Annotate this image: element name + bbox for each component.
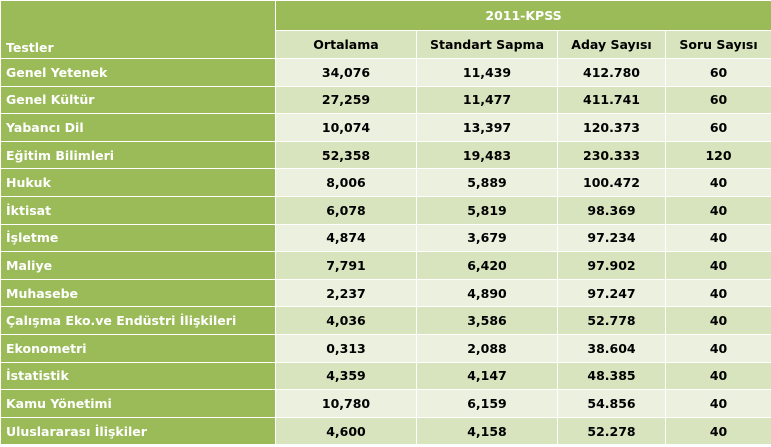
row-label: İşletme [0,223,276,253]
row-label: Hukuk [0,168,276,197]
ortalama-cell: 52,358 [275,140,417,170]
ortalama-cell: 10,074 [275,113,417,142]
standart-sapma-cell: 4,890 [416,278,558,308]
table-row: Uluslararası İlişkiler 4,600 4,158 52.278 40 [0,416,771,446]
ortalama-cell: 4,600 [275,416,417,446]
ortalama-cell: 4,036 [275,306,417,335]
aday-sayisi-cell: 97.234 [557,223,666,253]
table-row: Genel Kültür 27,259 11,477 411.741 60 [0,85,771,115]
soru-sayisi-cell: 40 [664,223,771,253]
soru-sayisi-cell: 40 [664,278,771,308]
row-label: Maliye [0,251,276,280]
standart-sapma-cell: 11,477 [416,85,558,115]
standart-sapma-cell: 3,586 [416,306,558,335]
aday-sayisi-cell: 38.604 [557,333,666,363]
row-label: Kamu Yönetimi [0,389,276,418]
standart-sapma-cell: 19,483 [416,140,558,170]
aday-sayisi-cell: 52.278 [557,416,666,446]
column-header-soru-sayisi: Soru Sayısı [664,30,771,59]
row-label: Muhasebe [0,278,276,308]
table-row: Eğitim Bilimleri 52,358 19,483 230.333 120 [0,140,771,170]
table-row: Hukuk 8,006 5,889 100.472 40 [0,168,771,197]
row-label: Uluslararası İlişkiler [0,416,276,446]
ortalama-cell: 0,313 [275,333,417,363]
soru-sayisi-cell: 40 [664,306,771,335]
column-header-standart-sapma: Standart Sapma [416,30,558,59]
standart-sapma-cell: 4,158 [416,416,558,446]
ortalama-cell: 27,259 [275,85,417,115]
aday-sayisi-cell: 412.780 [557,58,666,87]
ortalama-cell: 34,076 [275,58,417,87]
row-label: Ekonometri [0,333,276,363]
soru-sayisi-cell: 40 [664,361,771,391]
ortalama-cell: 2,237 [275,278,417,308]
soru-sayisi-cell: 40 [664,416,771,446]
soru-sayisi-cell: 40 [664,195,771,225]
table-row: Muhasebe 2,237 4,890 97.247 40 [0,278,771,308]
soru-sayisi-cell: 40 [664,333,771,363]
ortalama-cell: 8,006 [275,168,417,197]
ortalama-cell: 4,874 [275,223,417,253]
aday-sayisi-cell: 48.385 [557,361,666,391]
aday-sayisi-cell: 54.856 [557,389,666,418]
column-header-ortalama: Ortalama [275,30,417,59]
soru-sayisi-cell: 40 [664,389,771,418]
soru-sayisi-cell: 120 [664,140,771,170]
aday-sayisi-cell: 100.472 [557,168,666,197]
ortalama-cell: 6,078 [275,195,417,225]
column-header-aday-sayisi: Aday Sayısı [557,30,666,59]
aday-sayisi-cell: 120.373 [557,113,666,142]
row-label: İstatistik [0,361,276,391]
standart-sapma-cell: 3,679 [416,223,558,253]
aday-sayisi-cell: 97.902 [557,251,666,280]
standart-sapma-cell: 2,088 [416,333,558,363]
ortalama-cell: 7,791 [275,251,417,280]
table-row: Ekonometri 0,313 2,088 38.604 40 [0,333,771,363]
testler-header: Testler [0,0,276,59]
standart-sapma-cell: 6,159 [416,389,558,418]
table-row: Genel Yetenek 34,076 11,439 412.780 60 [0,58,771,87]
aday-sayisi-cell: 230.333 [557,140,666,170]
standart-sapma-cell: 11,439 [416,58,558,87]
soru-sayisi-cell: 60 [664,85,771,115]
row-label: Genel Yetenek [0,58,276,87]
standart-sapma-cell: 13,397 [416,113,558,142]
row-label: Yabancı Dil [0,113,276,142]
row-label: Genel Kültür [0,85,276,115]
soru-sayisi-cell: 60 [664,58,771,87]
aday-sayisi-cell: 411.741 [557,85,666,115]
group-header-kpss: 2011-KPSS [274,0,771,31]
table-body: Genel Yetenek 34,076 11,439 412.780 60 Genel … [0,58,771,446]
standart-sapma-cell: 6,420 [416,251,558,280]
table-row: İstatistik 4,359 4,147 48.385 40 [0,361,771,391]
ortalama-cell: 4,359 [275,361,417,391]
soru-sayisi-cell: 40 [664,168,771,197]
aday-sayisi-cell: 52.778 [557,306,666,335]
soru-sayisi-cell: 40 [664,251,771,280]
aday-sayisi-cell: 98.369 [557,195,666,225]
row-label: Çalışma Eko.ve Endüstri İlişkileri [0,306,276,335]
table-row: Çalışma Eko.ve Endüstri İlişkileri 4,036 3… [0,306,771,335]
standart-sapma-cell: 5,889 [416,168,558,197]
soru-sayisi-cell: 60 [664,113,771,142]
table-row: Kamu Yönetimi 10,780 6,159 54.856 40 [0,389,771,418]
table-row: Maliye 7,791 6,420 97.902 40 [0,251,771,280]
aday-sayisi-cell: 97.247 [557,278,666,308]
ortalama-cell: 10,780 [275,389,417,418]
standart-sapma-cell: 4,147 [416,361,558,391]
standart-sapma-cell: 5,819 [416,195,558,225]
row-label: İktisat [0,195,276,225]
table-row: İşletme 4,874 3,679 97.234 40 [0,223,771,253]
table-row: İktisat 6,078 5,819 98.369 40 [0,195,771,225]
row-label: Eğitim Bilimleri [0,140,276,170]
table-row: Yabancı Dil 10,074 13,397 120.373 60 [0,113,771,142]
